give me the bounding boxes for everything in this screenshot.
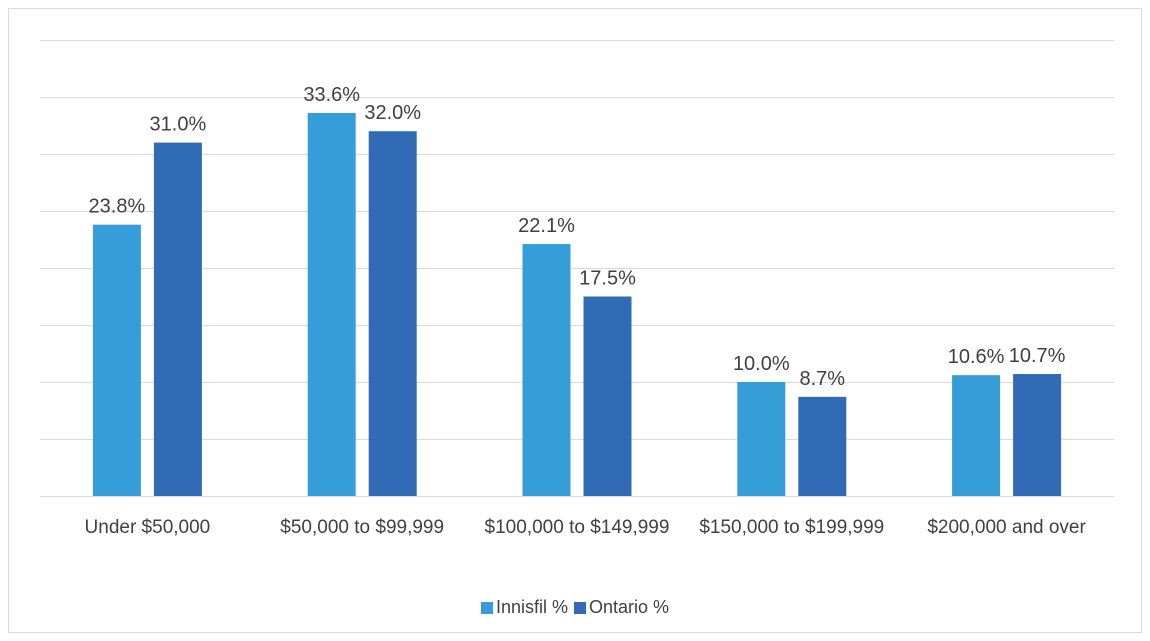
legend-item: Ontario %	[573, 597, 670, 618]
legend-label: Ontario %	[588, 597, 670, 617]
data-label: 10.7%	[1009, 345, 1066, 367]
legend-item: Innisfil %	[480, 597, 568, 618]
bar	[1013, 374, 1062, 496]
bar	[737, 382, 786, 496]
bar	[92, 224, 141, 496]
data-label: 23.8%	[89, 196, 146, 218]
data-label: 31.0%	[150, 114, 207, 136]
data-label: 17.5%	[579, 268, 636, 290]
data-label: 10.6%	[948, 346, 1005, 368]
bar	[153, 142, 202, 496]
bar	[798, 396, 847, 496]
x-tick-label: $150,000 to $199,999	[699, 517, 885, 538]
data-label: 32.0%	[364, 102, 421, 124]
x-tick-label: $50,000 to $99,999	[280, 517, 445, 538]
legend-swatch	[480, 601, 493, 614]
bar	[952, 375, 1001, 496]
data-label: 22.1%	[518, 215, 575, 237]
x-tick-label: Under $50,000	[84, 517, 211, 538]
bar	[522, 244, 571, 496]
data-label: 8.7%	[800, 368, 846, 390]
legend-label: Innisfil %	[495, 597, 568, 617]
legend-swatch	[573, 601, 586, 614]
bar	[368, 131, 417, 496]
x-tick-label: $200,000 and over	[927, 517, 1086, 538]
chart-border	[8, 8, 1142, 633]
x-tick-label: $100,000 to $149,999	[484, 517, 670, 538]
bar	[307, 112, 356, 497]
legend: Innisfil % Ontario %	[0, 597, 1150, 619]
data-label: 10.0%	[733, 353, 790, 375]
bar	[583, 296, 632, 496]
data-label: 33.6%	[303, 84, 360, 106]
